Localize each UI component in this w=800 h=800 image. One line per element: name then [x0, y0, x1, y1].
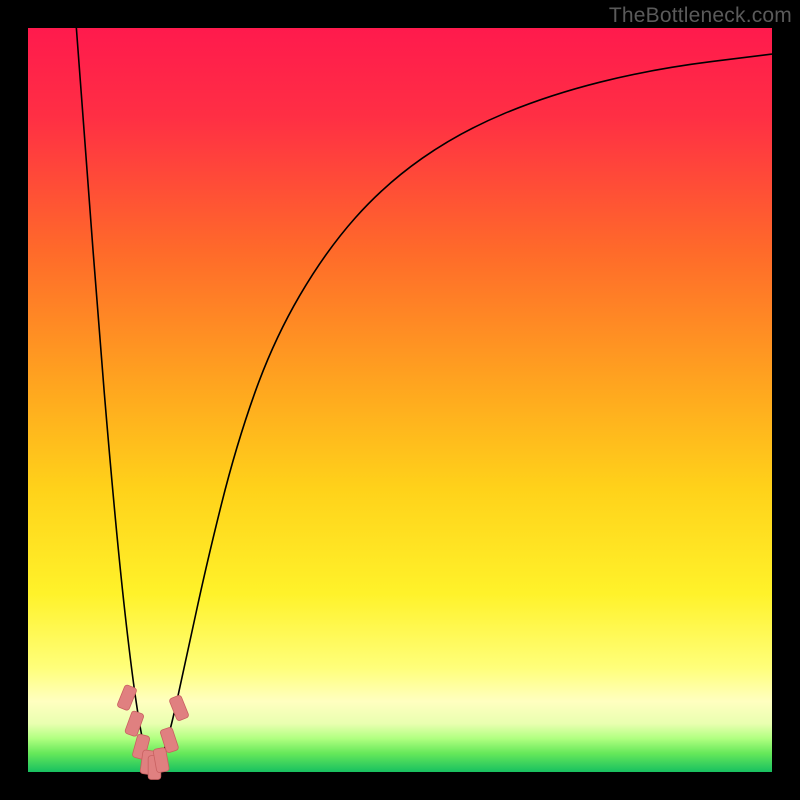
- bottleneck-curve: [76, 28, 772, 769]
- plot-area: [28, 28, 772, 772]
- watermark-text: TheBottleneck.com: [609, 4, 792, 28]
- curve-marker: [169, 695, 190, 722]
- chart-container: TheBottleneck.com: [0, 0, 800, 800]
- curve-svg: [28, 28, 772, 772]
- curve-marker: [117, 684, 138, 711]
